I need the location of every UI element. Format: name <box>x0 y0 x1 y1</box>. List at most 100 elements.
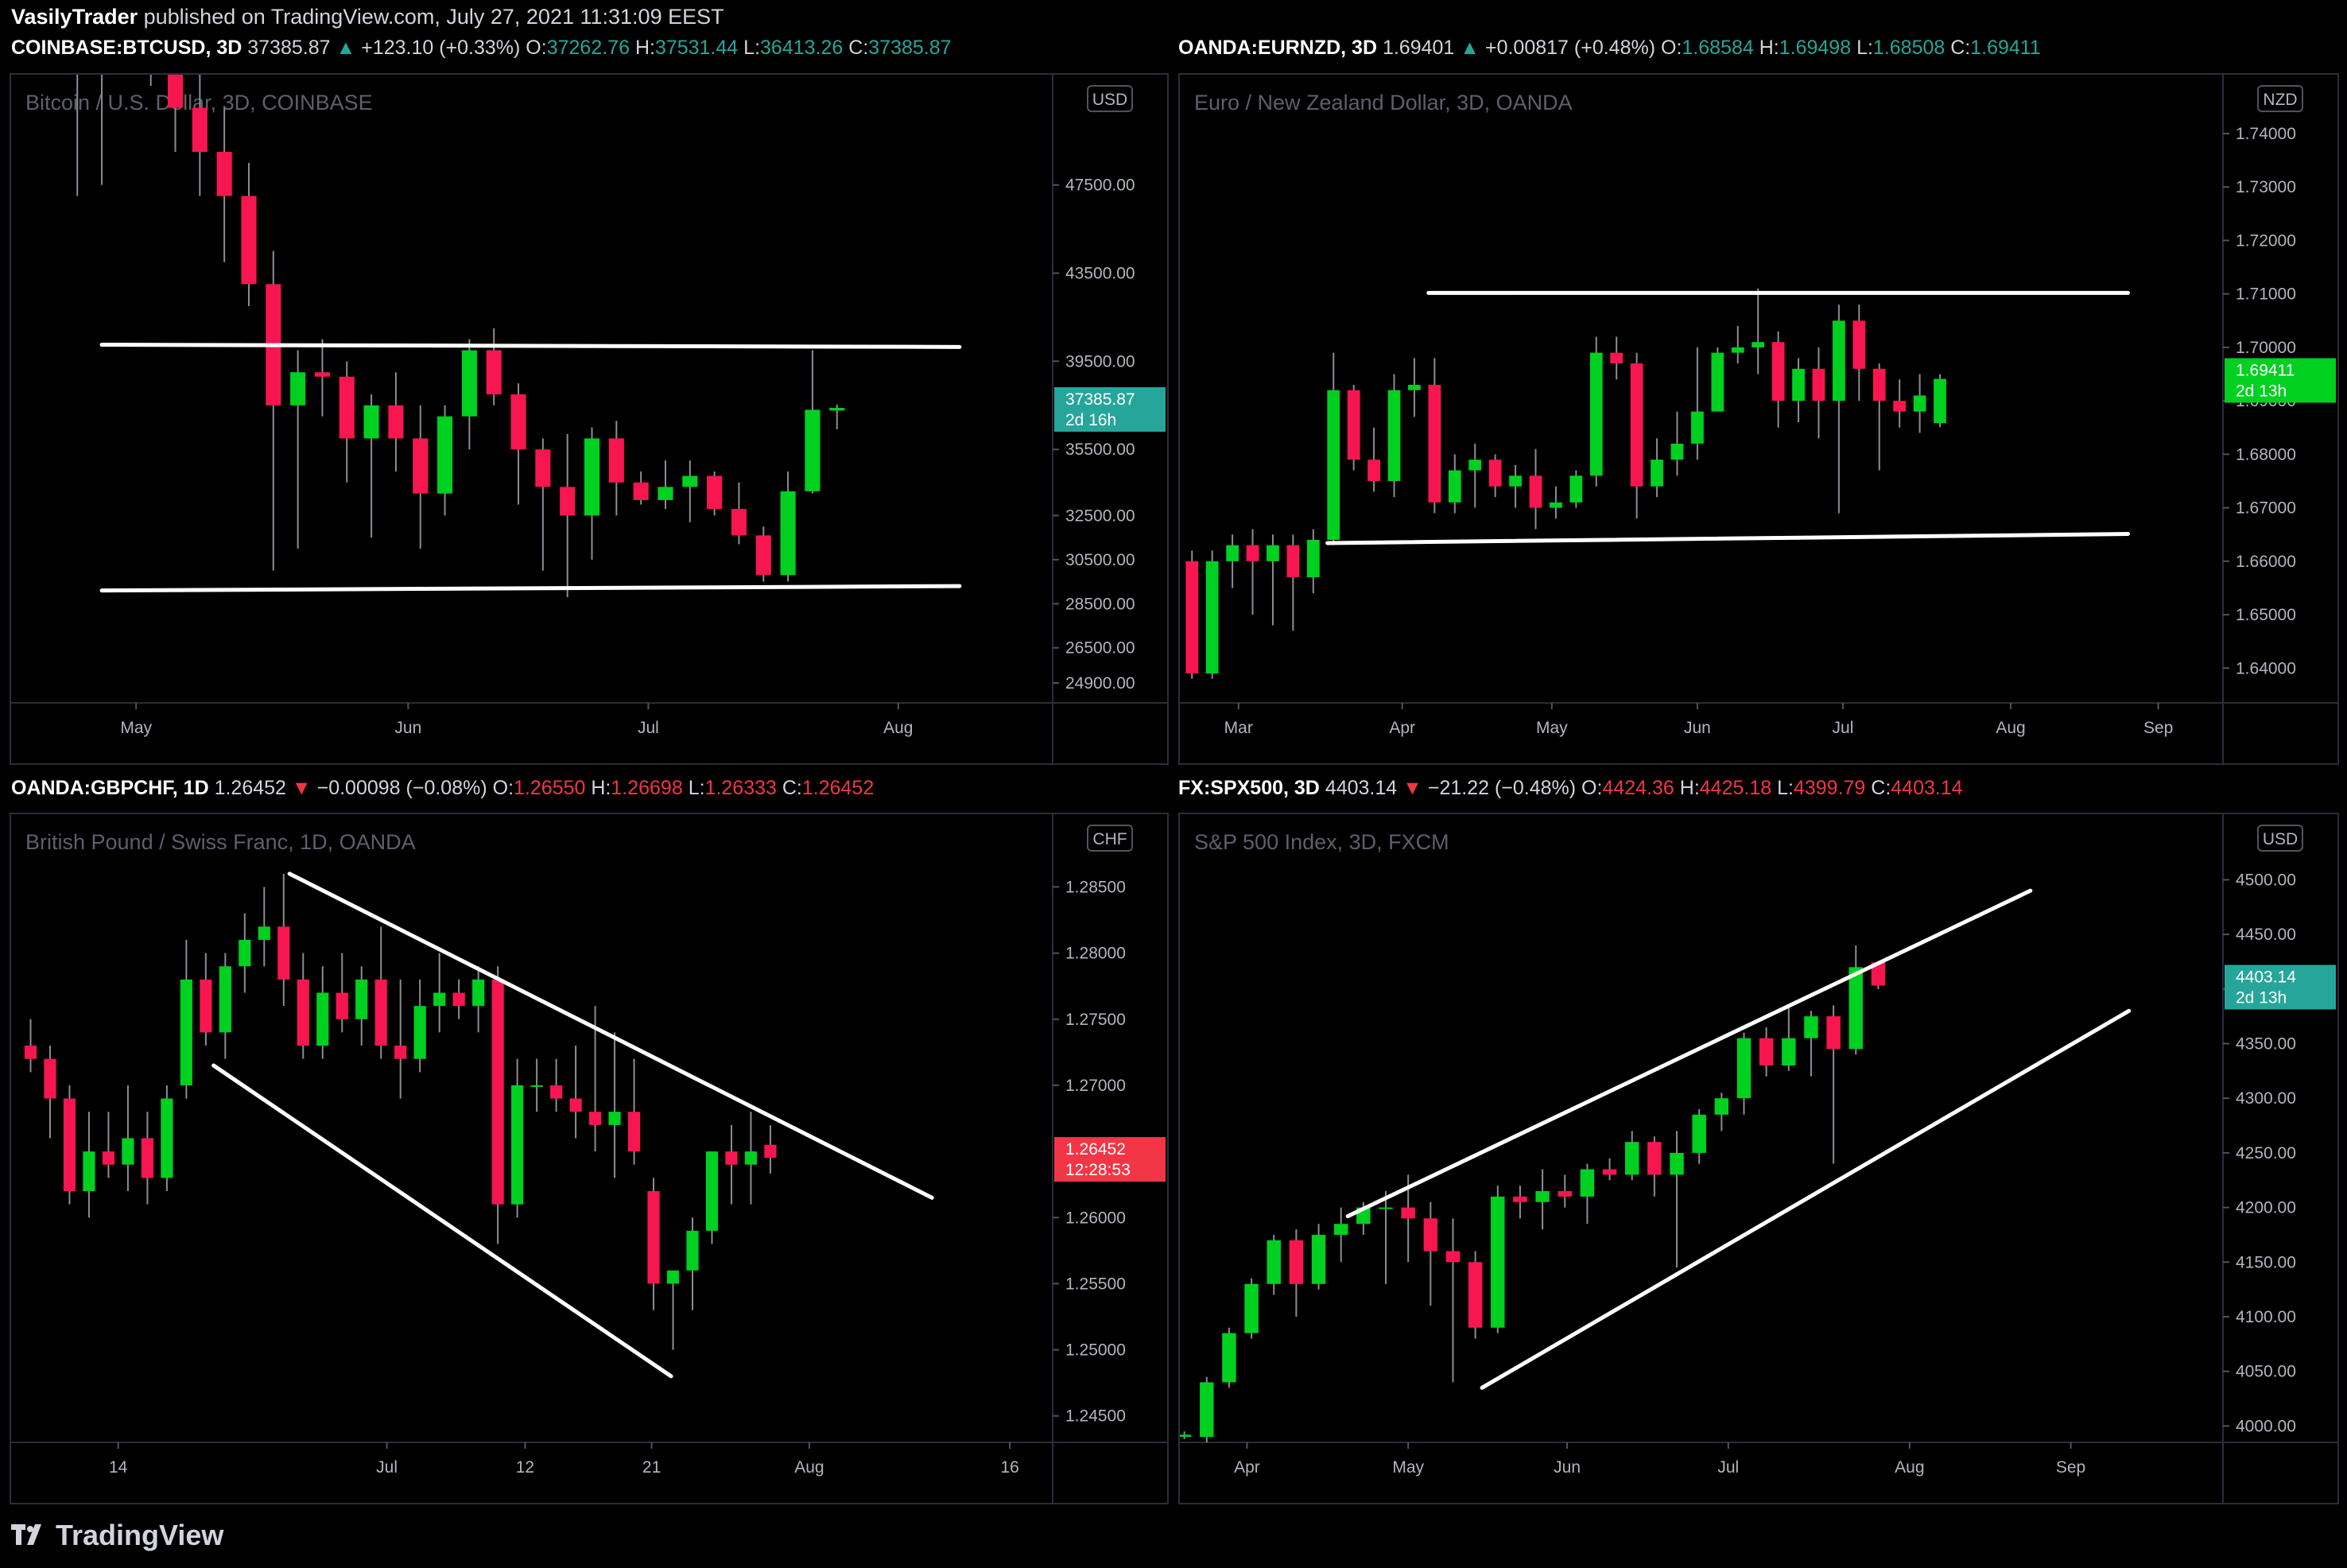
author-name[interactable]: VasilyTrader <box>11 5 138 29</box>
candle-body[interactable] <box>491 979 504 1205</box>
candle-body[interactable] <box>239 940 251 967</box>
chart-btcusd[interactable]: Bitcoin / U.S. Dollar, 3D, COINBASE47500… <box>11 75 1169 765</box>
candle-body[interactable] <box>608 438 624 483</box>
trendline[interactable] <box>211 1063 673 1379</box>
candle-body[interactable] <box>608 1112 621 1125</box>
candle-body[interactable] <box>1792 368 1805 402</box>
candle-body[interactable] <box>658 487 673 500</box>
candle-body[interactable] <box>180 979 192 1085</box>
candle-body[interactable] <box>122 1138 134 1165</box>
candle-body[interactable] <box>731 509 747 536</box>
candle-body[interactable] <box>1327 390 1340 540</box>
candle-body[interactable] <box>1333 1224 1348 1235</box>
candle-body[interactable] <box>1468 460 1482 471</box>
candle-body[interactable] <box>363 405 379 439</box>
candle-body[interactable] <box>461 350 477 417</box>
candle-body[interactable] <box>1448 470 1461 503</box>
candle-body[interactable] <box>1893 401 1907 412</box>
candle-body[interactable] <box>216 152 232 196</box>
candle-body[interactable] <box>24 1046 37 1059</box>
candle-body[interactable] <box>550 1085 563 1099</box>
candle-body[interactable] <box>1205 561 1219 674</box>
candle-body[interactable] <box>535 449 551 487</box>
candle-body[interactable] <box>1488 460 1502 487</box>
candle-body[interactable] <box>560 487 576 516</box>
candle-body[interactable] <box>1185 561 1199 674</box>
candle-body[interactable] <box>1200 1382 1214 1438</box>
candle-body[interactable] <box>780 491 796 576</box>
candle-body[interactable] <box>437 416 453 494</box>
candle-body[interactable] <box>452 992 465 1007</box>
candle-body[interactable] <box>290 372 306 406</box>
candle-body[interactable] <box>584 438 600 516</box>
candle-body[interactable] <box>413 438 429 494</box>
candle-body[interactable] <box>1367 460 1380 481</box>
candle-body[interactable] <box>805 409 820 491</box>
candle-body[interactable] <box>83 1151 95 1191</box>
candle-body[interactable] <box>633 482 649 500</box>
candle-body[interactable] <box>1529 475 1542 508</box>
candle-body[interactable] <box>1934 378 1946 424</box>
candle-body[interactable] <box>1289 1240 1304 1284</box>
candle-body[interactable] <box>755 535 771 576</box>
candle-body[interactable] <box>1286 545 1300 577</box>
candle-body[interactable] <box>764 1144 777 1159</box>
candle-body[interactable] <box>1267 1240 1281 1284</box>
candle-body[interactable] <box>314 372 331 377</box>
candle-body[interactable] <box>1752 342 1765 347</box>
candle-body[interactable] <box>1244 1283 1259 1333</box>
candle-body[interactable] <box>707 475 723 510</box>
symbol-label[interactable]: COINBASE:BTCUSD, 3D <box>11 37 242 59</box>
symbol-label[interactable]: OANDA:GBPCHF, 1D <box>11 777 209 799</box>
candle-body[interactable] <box>192 107 208 153</box>
candle-body[interactable] <box>1445 1251 1461 1263</box>
candle-body[interactable] <box>355 979 368 1019</box>
candle-body[interactable] <box>1226 545 1239 561</box>
candle-body[interactable] <box>413 1006 426 1059</box>
footer-brand[interactable]: TradingView <box>11 1519 223 1552</box>
candle-body[interactable] <box>277 926 290 980</box>
candle-body[interactable] <box>686 1230 699 1271</box>
candle-body[interactable] <box>1670 1152 1684 1175</box>
candle-body[interactable] <box>394 1046 407 1059</box>
trendline[interactable] <box>1325 532 2130 545</box>
chart-panel-btcusd[interactable]: Bitcoin / U.S. Dollar, 3D, COINBASE 47500… <box>10 73 1169 765</box>
symbol-label[interactable]: FX:SPX500, 3D <box>1178 777 1320 799</box>
chart-panel-spx500[interactable]: S&P 500 Index, 3D, FXCM 4500.00 4450.00 440… <box>1178 813 2339 1504</box>
candle-body[interactable] <box>1267 545 1279 561</box>
chart-eurnzd[interactable]: Euro / New Zealand Dollar, 3D, OANDA 1.74… <box>1180 75 2339 765</box>
candle-body[interactable] <box>829 407 845 411</box>
candle-body[interactable] <box>1491 1196 1505 1328</box>
candle-body[interactable] <box>1833 320 1845 402</box>
candle-body[interactable] <box>647 1191 660 1284</box>
candle-body[interactable] <box>486 350 502 394</box>
candle-body[interactable] <box>1714 1098 1729 1115</box>
candle-body[interactable] <box>569 1098 582 1112</box>
candle-body[interactable] <box>1602 1169 1617 1175</box>
candle-body[interactable] <box>1387 390 1401 481</box>
trendline[interactable] <box>99 584 962 593</box>
candle-body[interactable] <box>1711 352 1724 412</box>
candle-body[interactable] <box>682 475 698 487</box>
candle-body[interactable] <box>1624 1142 1639 1175</box>
candle-body[interactable] <box>1423 1218 1438 1252</box>
trendline[interactable] <box>287 871 934 1200</box>
chart-panel-gbpchf[interactable]: British Pound / Swiss Franc, 1D, OANDA 1.… <box>10 813 1169 1504</box>
candle-body[interactable] <box>1222 1333 1236 1383</box>
candle-body[interactable] <box>433 992 446 1007</box>
candle-body[interactable] <box>1804 1016 1818 1038</box>
candle-body[interactable] <box>1428 384 1441 503</box>
candle-body[interactable] <box>1610 352 1624 364</box>
candle-body[interactable] <box>258 926 270 940</box>
candle-body[interactable] <box>1535 1191 1550 1202</box>
candle-body[interactable] <box>1468 1262 1483 1328</box>
currency-badge[interactable] <box>1087 825 1133 852</box>
candle-body[interactable] <box>1731 347 1744 353</box>
candle-body[interactable] <box>1408 384 1421 390</box>
candle-body[interactable] <box>1379 1207 1393 1209</box>
candle-body[interactable] <box>1647 1142 1662 1175</box>
currency-badge[interactable] <box>2257 825 2303 852</box>
candle-body[interactable] <box>1630 363 1643 487</box>
currency-badge[interactable] <box>2257 85 2303 112</box>
candle-body[interactable] <box>510 394 526 450</box>
